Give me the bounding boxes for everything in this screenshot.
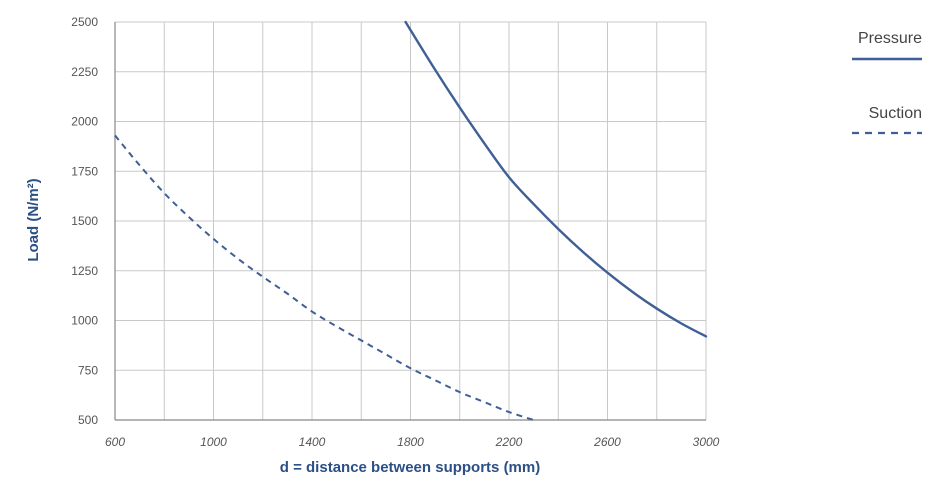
- axes: [114, 22, 706, 421]
- y-tick-label: 2000: [71, 115, 98, 129]
- y-tick-label: 1250: [71, 264, 98, 278]
- y-tick-label: 500: [78, 413, 98, 427]
- x-tick-labels: 600 1000 1400 1800 2200 2600 3000: [105, 435, 720, 449]
- y-tick-label: 2250: [71, 65, 98, 79]
- y-tick-label: 2500: [71, 15, 98, 29]
- x-axis-title: d = distance between supports (mm): [280, 459, 540, 476]
- series-line-pressure: [404, 20, 708, 338]
- y-tick-labels: 500 750 1000 1250 1500 1750 2000 2250 2500: [71, 15, 98, 427]
- legend-label-suction: Suction: [869, 105, 922, 122]
- y-tick-label: 1000: [71, 314, 98, 328]
- grid: [115, 21, 707, 420]
- x-tick-label: 1800: [397, 435, 424, 449]
- y-tick-label: 750: [78, 363, 98, 377]
- x-tick-label: 2600: [593, 435, 621, 449]
- y-axis-title: Load (N/m²): [25, 178, 42, 261]
- y-tick-label: 1750: [71, 164, 98, 178]
- x-tick-label: 3000: [693, 435, 720, 449]
- x-tick-label: 1000: [200, 435, 227, 449]
- series-lines: [114, 20, 708, 421]
- x-tick-label: 600: [105, 435, 125, 449]
- x-tick-label: 2200: [495, 435, 523, 449]
- y-tick-label: 1500: [71, 214, 98, 228]
- legend-label-pressure: Pressure: [858, 30, 922, 47]
- x-tick-label: 1400: [299, 435, 326, 449]
- series-line-suction: [114, 134, 534, 421]
- legend: Pressure Suction: [852, 30, 922, 135]
